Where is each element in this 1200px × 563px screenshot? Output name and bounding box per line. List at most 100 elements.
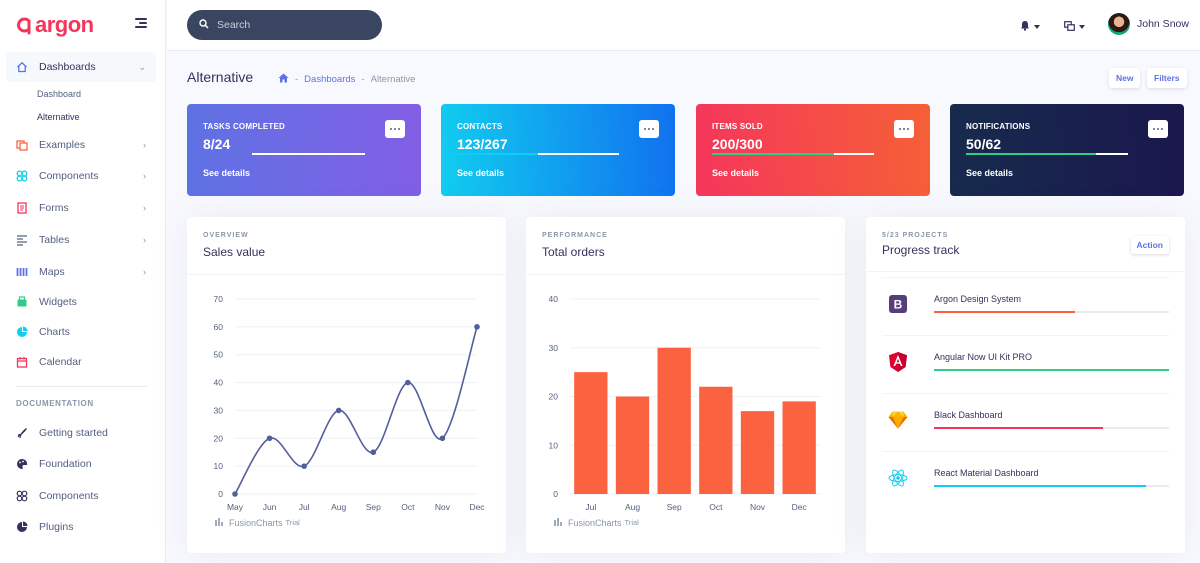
sidebar-item-maps[interactable]: Maps › — [6, 257, 156, 287]
see-details-link[interactable]: See details — [203, 168, 251, 178]
project-progress — [934, 485, 1169, 487]
brand-logo[interactable]: argon — [16, 12, 94, 38]
stat-card-tasks: TASKS COMPLETED 8/24 See details — [187, 104, 421, 196]
stat-card-notifications: NOTIFICATIONS 50/62 See details — [950, 104, 1184, 196]
home-icon[interactable] — [278, 73, 289, 86]
notifications-dropdown[interactable] — [1020, 18, 1040, 36]
sidebar-item-label: Getting started — [39, 427, 108, 439]
project-progress — [934, 427, 1169, 429]
project-row[interactable]: B Argon Design System — [882, 277, 1169, 335]
y-tick-label: 40 — [214, 378, 224, 388]
react-icon — [888, 468, 908, 488]
chevron-down-icon: ⌄ — [138, 61, 146, 72]
y-tick-label: 10 — [549, 440, 559, 450]
y-tick-label: 10 — [214, 461, 224, 471]
filters-button[interactable]: Filters — [1147, 68, 1187, 88]
credit-small: Trial — [285, 518, 300, 527]
sales-value-card: OVERVIEW Sales value 0 10 20 30 40 50 60 70 May J… — [187, 217, 506, 553]
sidebar-item-getting-started[interactable]: Getting started — [6, 418, 156, 448]
more-options-button[interactable] — [639, 120, 659, 138]
project-row[interactable]: React Material Dashboard — [882, 451, 1169, 509]
shortcuts-dropdown[interactable] — [1064, 18, 1085, 36]
x-tick-label: Jul — [299, 502, 310, 512]
data-point — [301, 463, 307, 469]
new-button[interactable]: New — [1109, 68, 1141, 88]
y-tick-label: 20 — [549, 392, 559, 402]
breadcrumb: - Dashboards - Alternative — [278, 73, 415, 86]
more-options-button[interactable] — [894, 120, 914, 138]
sidebar-item-components[interactable]: Components › — [6, 161, 156, 191]
single-copy-icon — [16, 202, 28, 214]
y-tick-label: 70 — [214, 294, 224, 304]
stat-progress — [203, 153, 365, 155]
see-details-link[interactable]: See details — [457, 168, 505, 178]
house-icon — [16, 61, 28, 73]
sidebar-item-doc-components[interactable]: Components — [6, 481, 156, 511]
project-name: Black Dashboard — [934, 410, 1003, 420]
stat-label: CONTACTS — [457, 122, 503, 131]
ui-04-icon — [16, 490, 28, 502]
search-input[interactable] — [217, 19, 367, 31]
more-options-button[interactable] — [1148, 120, 1168, 138]
credit-text: FusionCharts — [568, 517, 622, 528]
data-point — [405, 379, 411, 386]
x-tick-label: Oct — [709, 502, 723, 512]
stat-card-items-sold: ITEMS SOLD 200/300 See details — [696, 104, 930, 196]
spaceship-icon — [16, 427, 28, 439]
bell-icon — [1020, 18, 1030, 36]
chart-pie-icon — [16, 326, 28, 338]
stat-value: 50/62 — [966, 136, 1002, 152]
ship-icon — [16, 139, 28, 151]
sidenav-toggle-icon[interactable] — [135, 18, 147, 30]
breadcrumb-dashboards[interactable]: Dashboards — [304, 74, 356, 85]
sidebar-item-plugins[interactable]: Plugins — [6, 512, 156, 542]
chevron-right-icon: › — [143, 235, 146, 245]
sidebar-divider — [16, 386, 147, 387]
stat-progress — [966, 153, 1128, 155]
palette-icon — [16, 458, 28, 470]
progress-track-card: 5/23 PROJECTS Progress track Action B Ar… — [866, 217, 1185, 553]
project-row[interactable]: Black Dashboard — [882, 393, 1169, 451]
data-point — [335, 407, 342, 414]
y-tick-label: 0 — [218, 489, 223, 499]
calendar-icon — [16, 356, 28, 368]
see-details-link[interactable]: See details — [966, 168, 1014, 178]
sidebar-item-label: Foundation — [39, 458, 92, 470]
sidebar-item-label: Components — [39, 170, 99, 182]
sales-line-chart: 0 10 20 30 40 50 60 70 May Jun Jul Aug Sep Oct Nov Dec — [214, 294, 486, 512]
sidebar-item-widgets[interactable]: Widgets — [6, 287, 156, 317]
stat-progress — [457, 153, 619, 155]
dots-icon — [1152, 127, 1156, 131]
card-overline: 5/23 PROJECTS — [882, 232, 949, 239]
sidebar-item-foundation[interactable]: Foundation — [6, 449, 156, 479]
sidebar-item-calendar[interactable]: Calendar — [6, 347, 156, 377]
stat-value: 200/300 — [712, 136, 763, 152]
user-menu[interactable]: John Snow — [1108, 13, 1189, 35]
search-bar[interactable] — [187, 10, 382, 40]
bar — [740, 411, 775, 494]
sidebar-item-charts[interactable]: Charts — [6, 317, 156, 347]
brand-name: argon — [35, 12, 94, 37]
caret-down-icon — [1079, 25, 1085, 29]
sidebar-subitem-alternative[interactable]: Alternative — [37, 112, 80, 122]
sidebar-item-tables[interactable]: Tables › — [6, 225, 156, 255]
sidebar-item-dashboards[interactable]: Dashboards ⌄ — [6, 52, 156, 82]
archive-icon — [16, 296, 28, 308]
bar — [657, 347, 691, 494]
stat-value: 123/267 — [457, 136, 508, 152]
sidebar-item-forms[interactable]: Forms › — [6, 193, 156, 223]
sidebar-subitem-dashboard[interactable]: Dashboard — [37, 89, 82, 99]
bootstrap-icon: B — [888, 294, 908, 314]
action-button[interactable]: Action — [1130, 236, 1169, 254]
project-row[interactable]: Angular Now UI Kit PRO — [882, 335, 1169, 393]
fusioncharts-credit: FusionCharts Trial — [215, 517, 300, 528]
see-details-link[interactable]: See details — [712, 168, 760, 178]
project-progress — [934, 369, 1169, 371]
more-options-button[interactable] — [385, 120, 405, 138]
orders-bar-chart: 0 10 20 30 40 Jul Aug Sep Oct Nov Dec — [549, 294, 820, 512]
sidebar-item-examples[interactable]: Examples › — [6, 130, 156, 160]
align-left-icon — [16, 234, 28, 246]
chevron-right-icon: › — [143, 140, 146, 150]
x-tick-label: Jul — [585, 502, 596, 512]
project-name: Angular Now UI Kit PRO — [934, 352, 1033, 362]
